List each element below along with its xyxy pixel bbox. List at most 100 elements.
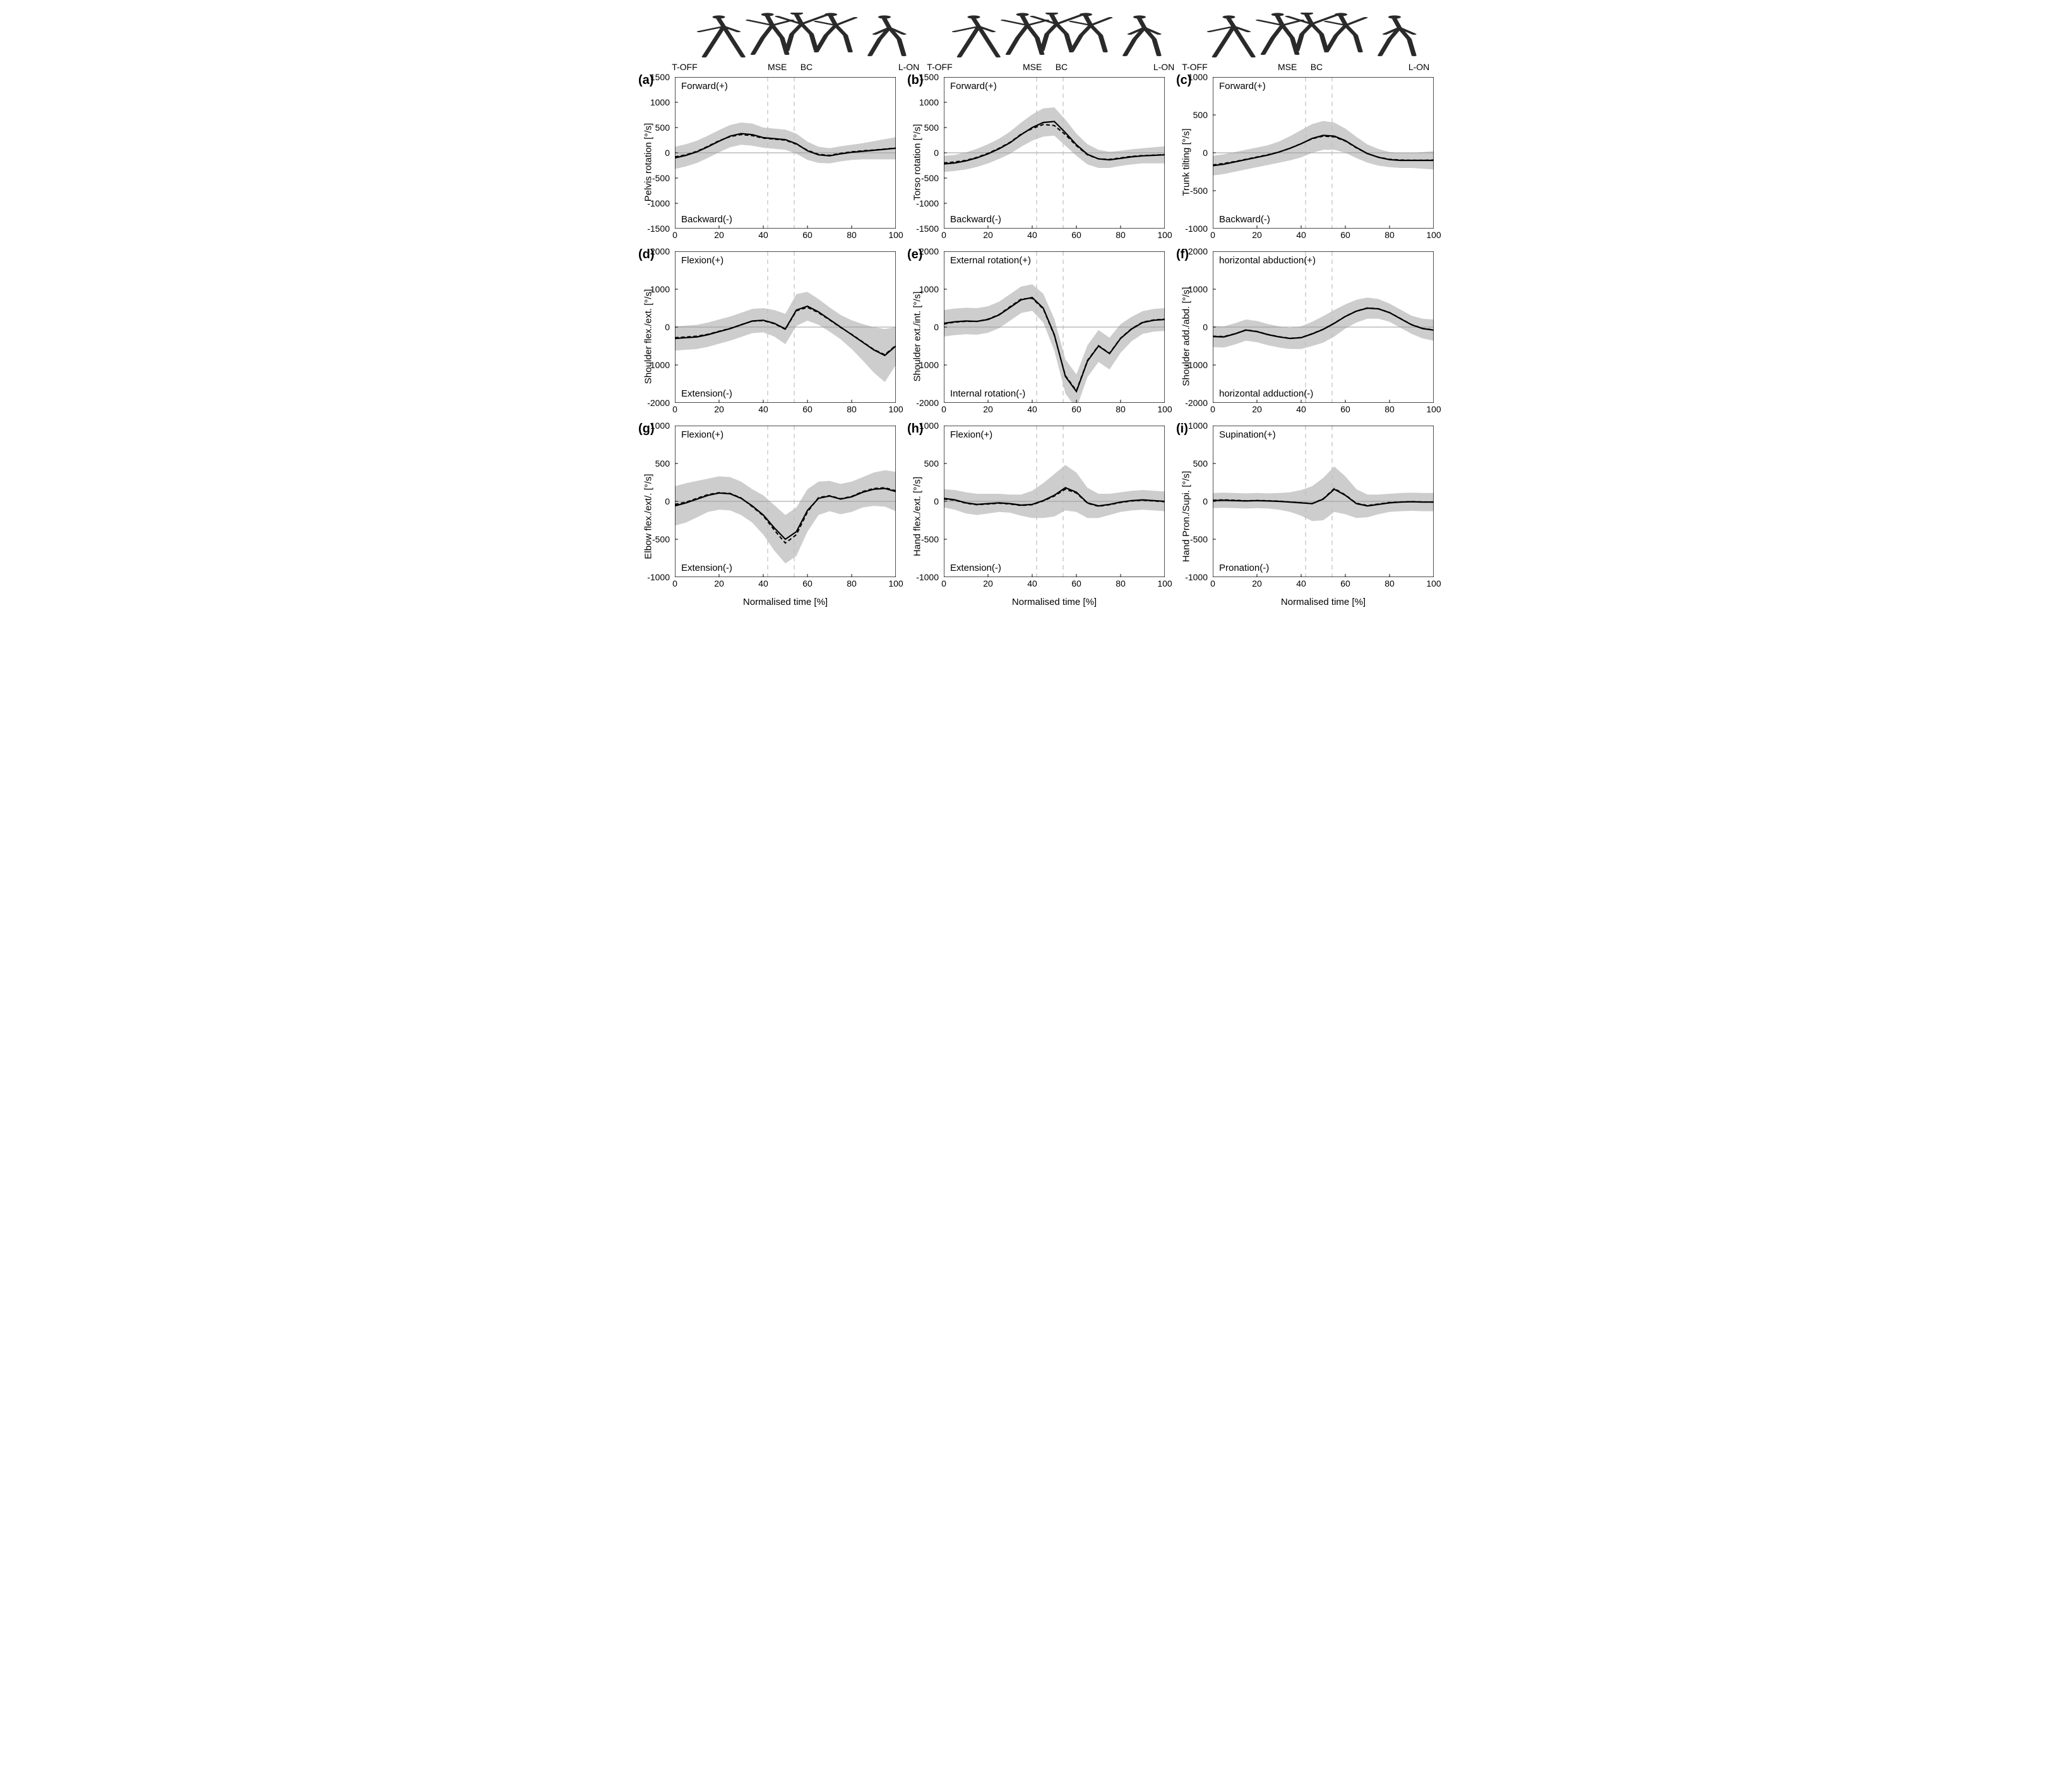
anno-positive: External rotation(+) [950, 255, 1031, 266]
x-tick-label: 60 [1071, 230, 1081, 240]
x-tick-labels: 020406080100 [675, 404, 896, 415]
panel-e: (e)Shoulder ext./int. [°/s]-2000-1000010… [907, 251, 1165, 422]
panel-c: (c)Trunk tilting [°/s]-1000-50005001000 … [1176, 77, 1434, 248]
plot-area: Flexion(+)Extension(-) [944, 426, 1165, 577]
panel-d: (d)Shoulder flex./ext. [°/s]-2000-100001… [638, 251, 896, 422]
event-label: MSE [1023, 62, 1042, 72]
x-tick-label: 60 [802, 230, 813, 240]
anno-negative: Extension(-) [950, 563, 1001, 573]
anno-negative: Extension(-) [681, 388, 732, 399]
y-tick-label: -1500 [647, 224, 670, 234]
plot-area: Supination(+) Pronation(-) [1213, 426, 1434, 577]
panel-f: (f)Shoulder add./abd. [°/s]-2000-1000010… [1176, 251, 1434, 422]
y-tick-label: 2000 [919, 246, 939, 256]
anno-negative: horizontal adduction(-) [1219, 388, 1313, 399]
y-tick-label: 0 [665, 148, 670, 158]
y-tick-labels: -2000-1000010002000 [1176, 251, 1210, 403]
plot-area: Forward(+)Backward(-) [675, 77, 896, 229]
y-tick-labels: -2000-1000010002000 [907, 251, 941, 403]
x-tick-label: 60 [1340, 404, 1350, 414]
plot-area: horizontal abduction(+)horizontal adduct… [1213, 251, 1434, 403]
y-tick-label: -500 [652, 173, 670, 183]
x-tick-label: 80 [1116, 404, 1126, 414]
y-tick-label: 0 [1203, 322, 1208, 332]
event-label: MSE [1278, 62, 1297, 72]
x-tick-label: 0 [941, 230, 946, 240]
y-tick-label: -1000 [1185, 572, 1208, 582]
x-tick-label: 20 [714, 404, 724, 414]
x-tick-label: 20 [1252, 230, 1262, 240]
x-tick-label: 0 [672, 230, 677, 240]
x-tick-label: 60 [1340, 578, 1350, 588]
y-tick-label: -500 [1190, 186, 1208, 196]
y-tick-label: 500 [1193, 458, 1208, 469]
panel-g: (g)Elbow flex./ext/. [°/s]-1000-50005001… [638, 426, 896, 607]
x-tick-label: 20 [714, 230, 724, 240]
x-tick-label: 0 [672, 578, 677, 588]
event-label: MSE [768, 62, 787, 72]
panel-row: (d)Shoulder flex./ext. [°/s]-2000-100001… [638, 251, 1434, 422]
x-tick-labels: 020406080100 [944, 578, 1165, 590]
x-tick-label: 60 [1340, 230, 1350, 240]
x-tick-label: 60 [1071, 578, 1081, 588]
anno-positive: Supination(+) [1219, 429, 1276, 440]
x-axis-label: Normalised time [%] [944, 597, 1165, 607]
x-tick-label: 80 [847, 404, 857, 414]
x-tick-label: 20 [1252, 578, 1262, 588]
event-label-cell: T-OFFMSEBCL-ON [1185, 62, 1429, 73]
event-label-row: T-OFFMSEBCL-ONT-OFFMSEBCL-ONT-OFFMSEBCL-… [675, 62, 1429, 73]
event-label: BC [1056, 62, 1068, 72]
panel-h: (h)Hand flex./ext. [°/s]-1000-5000500100… [907, 426, 1165, 607]
x-tick-label: 80 [1116, 230, 1126, 240]
y-tick-label: -1000 [916, 360, 939, 370]
y-tick-label: 1000 [650, 97, 670, 107]
y-tick-label: 0 [934, 148, 939, 158]
y-tick-label: -1000 [916, 572, 939, 582]
y-tick-labels: -1500-1000-500050010001500 [638, 77, 672, 229]
plot-area: Flexion(+)Extension(-) [675, 426, 896, 577]
x-tick-label: 0 [941, 404, 946, 414]
anno-negative: Extension(-) [681, 563, 732, 573]
y-tick-label: -1000 [647, 360, 670, 370]
y-tick-label: -500 [1190, 534, 1208, 544]
silhouette-cell [1185, 13, 1429, 61]
anno-negative: Backward(-) [950, 214, 1001, 225]
x-tick-labels: 020406080100 [1213, 578, 1434, 590]
x-tick-label: 100 [1426, 578, 1441, 588]
y-tick-label: 0 [1203, 148, 1208, 158]
y-tick-label: -2000 [1185, 398, 1208, 408]
x-tick-label: 0 [672, 404, 677, 414]
event-label-cell: T-OFFMSEBCL-ON [930, 62, 1174, 73]
x-tick-labels: 020406080100 [675, 230, 896, 241]
y-tick-label: 0 [934, 322, 939, 332]
x-tick-label: 80 [1384, 578, 1395, 588]
panel-row: (g)Elbow flex./ext/. [°/s]-1000-50005001… [638, 426, 1434, 607]
x-tick-label: 60 [802, 578, 813, 588]
y-tick-label: -1000 [647, 572, 670, 582]
y-tick-label: -1000 [1185, 360, 1208, 370]
x-axis-label: Normalised time [%] [675, 597, 896, 607]
x-tick-labels: 020406080100 [1213, 230, 1434, 241]
x-tick-label: 80 [847, 578, 857, 588]
panel-i: (i)Hand Pron./Supi. [°/s]-1000-500050010… [1176, 426, 1434, 607]
event-label: T-OFF [1182, 62, 1207, 72]
x-tick-label: 100 [1157, 230, 1172, 240]
y-tick-label: 1000 [1188, 72, 1208, 82]
y-tick-label: -2000 [647, 398, 670, 408]
silhouette-row [675, 13, 1429, 61]
silhouette-cell [675, 13, 919, 61]
anno-positive: Forward(+) [950, 81, 997, 92]
y-tick-label: 1500 [919, 72, 939, 82]
x-tick-label: 40 [1296, 404, 1306, 414]
anno-positive: Flexion(+) [681, 255, 723, 266]
x-tick-labels: 020406080100 [675, 578, 896, 590]
anno-positive: Forward(+) [681, 81, 728, 92]
y-tick-label: 1000 [919, 421, 939, 431]
y-tick-label: -1000 [647, 198, 670, 208]
event-label-cell: T-OFFMSEBCL-ON [675, 62, 919, 73]
y-tick-label: 0 [1203, 496, 1208, 506]
x-tick-label: 80 [1384, 404, 1395, 414]
x-tick-label: 100 [1426, 230, 1441, 240]
y-tick-labels: -1000-50005001000 [638, 426, 672, 577]
anno-negative: Pronation(-) [1219, 563, 1269, 573]
